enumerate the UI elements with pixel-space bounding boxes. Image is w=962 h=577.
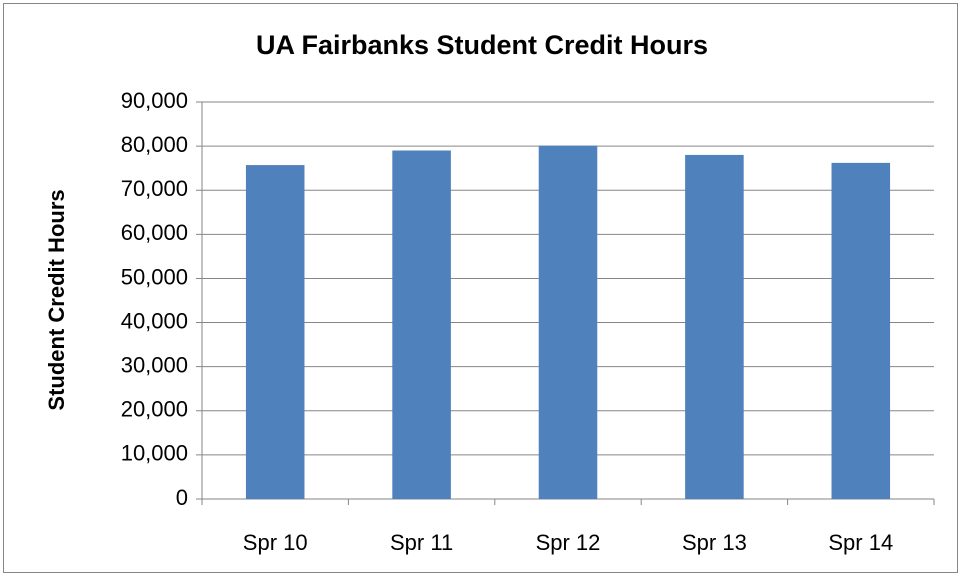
bar xyxy=(392,150,451,499)
x-tick-label: Spr 13 xyxy=(682,530,747,555)
y-tick-label: 30,000 xyxy=(121,352,188,377)
y-tick-label: 10,000 xyxy=(121,441,188,466)
y-tick-label: 40,000 xyxy=(121,308,188,333)
x-tick-label: Spr 11 xyxy=(390,530,453,555)
bar xyxy=(245,165,305,499)
chart-border xyxy=(3,3,958,573)
x-tick-label: Spr 14 xyxy=(828,530,893,555)
bar xyxy=(538,145,598,500)
y-tick-label: 80,000 xyxy=(121,132,188,157)
bar xyxy=(831,162,891,499)
x-tick-label: Spr 12 xyxy=(536,530,601,555)
x-tick-label: Spr 10 xyxy=(243,530,308,555)
y-tick-label: 0 xyxy=(176,485,188,510)
bar xyxy=(685,154,744,499)
y-axis-label: Student Credit Hours xyxy=(44,189,69,410)
y-tick-label: 70,000 xyxy=(121,176,188,201)
y-tick-label: 50,000 xyxy=(121,264,188,289)
y-tick-label: 20,000 xyxy=(121,397,188,422)
y-tick-label: 90,000 xyxy=(121,88,188,113)
chart-title: UA Fairbanks Student Credit Hours xyxy=(256,30,708,60)
y-tick-label: 60,000 xyxy=(121,220,188,245)
